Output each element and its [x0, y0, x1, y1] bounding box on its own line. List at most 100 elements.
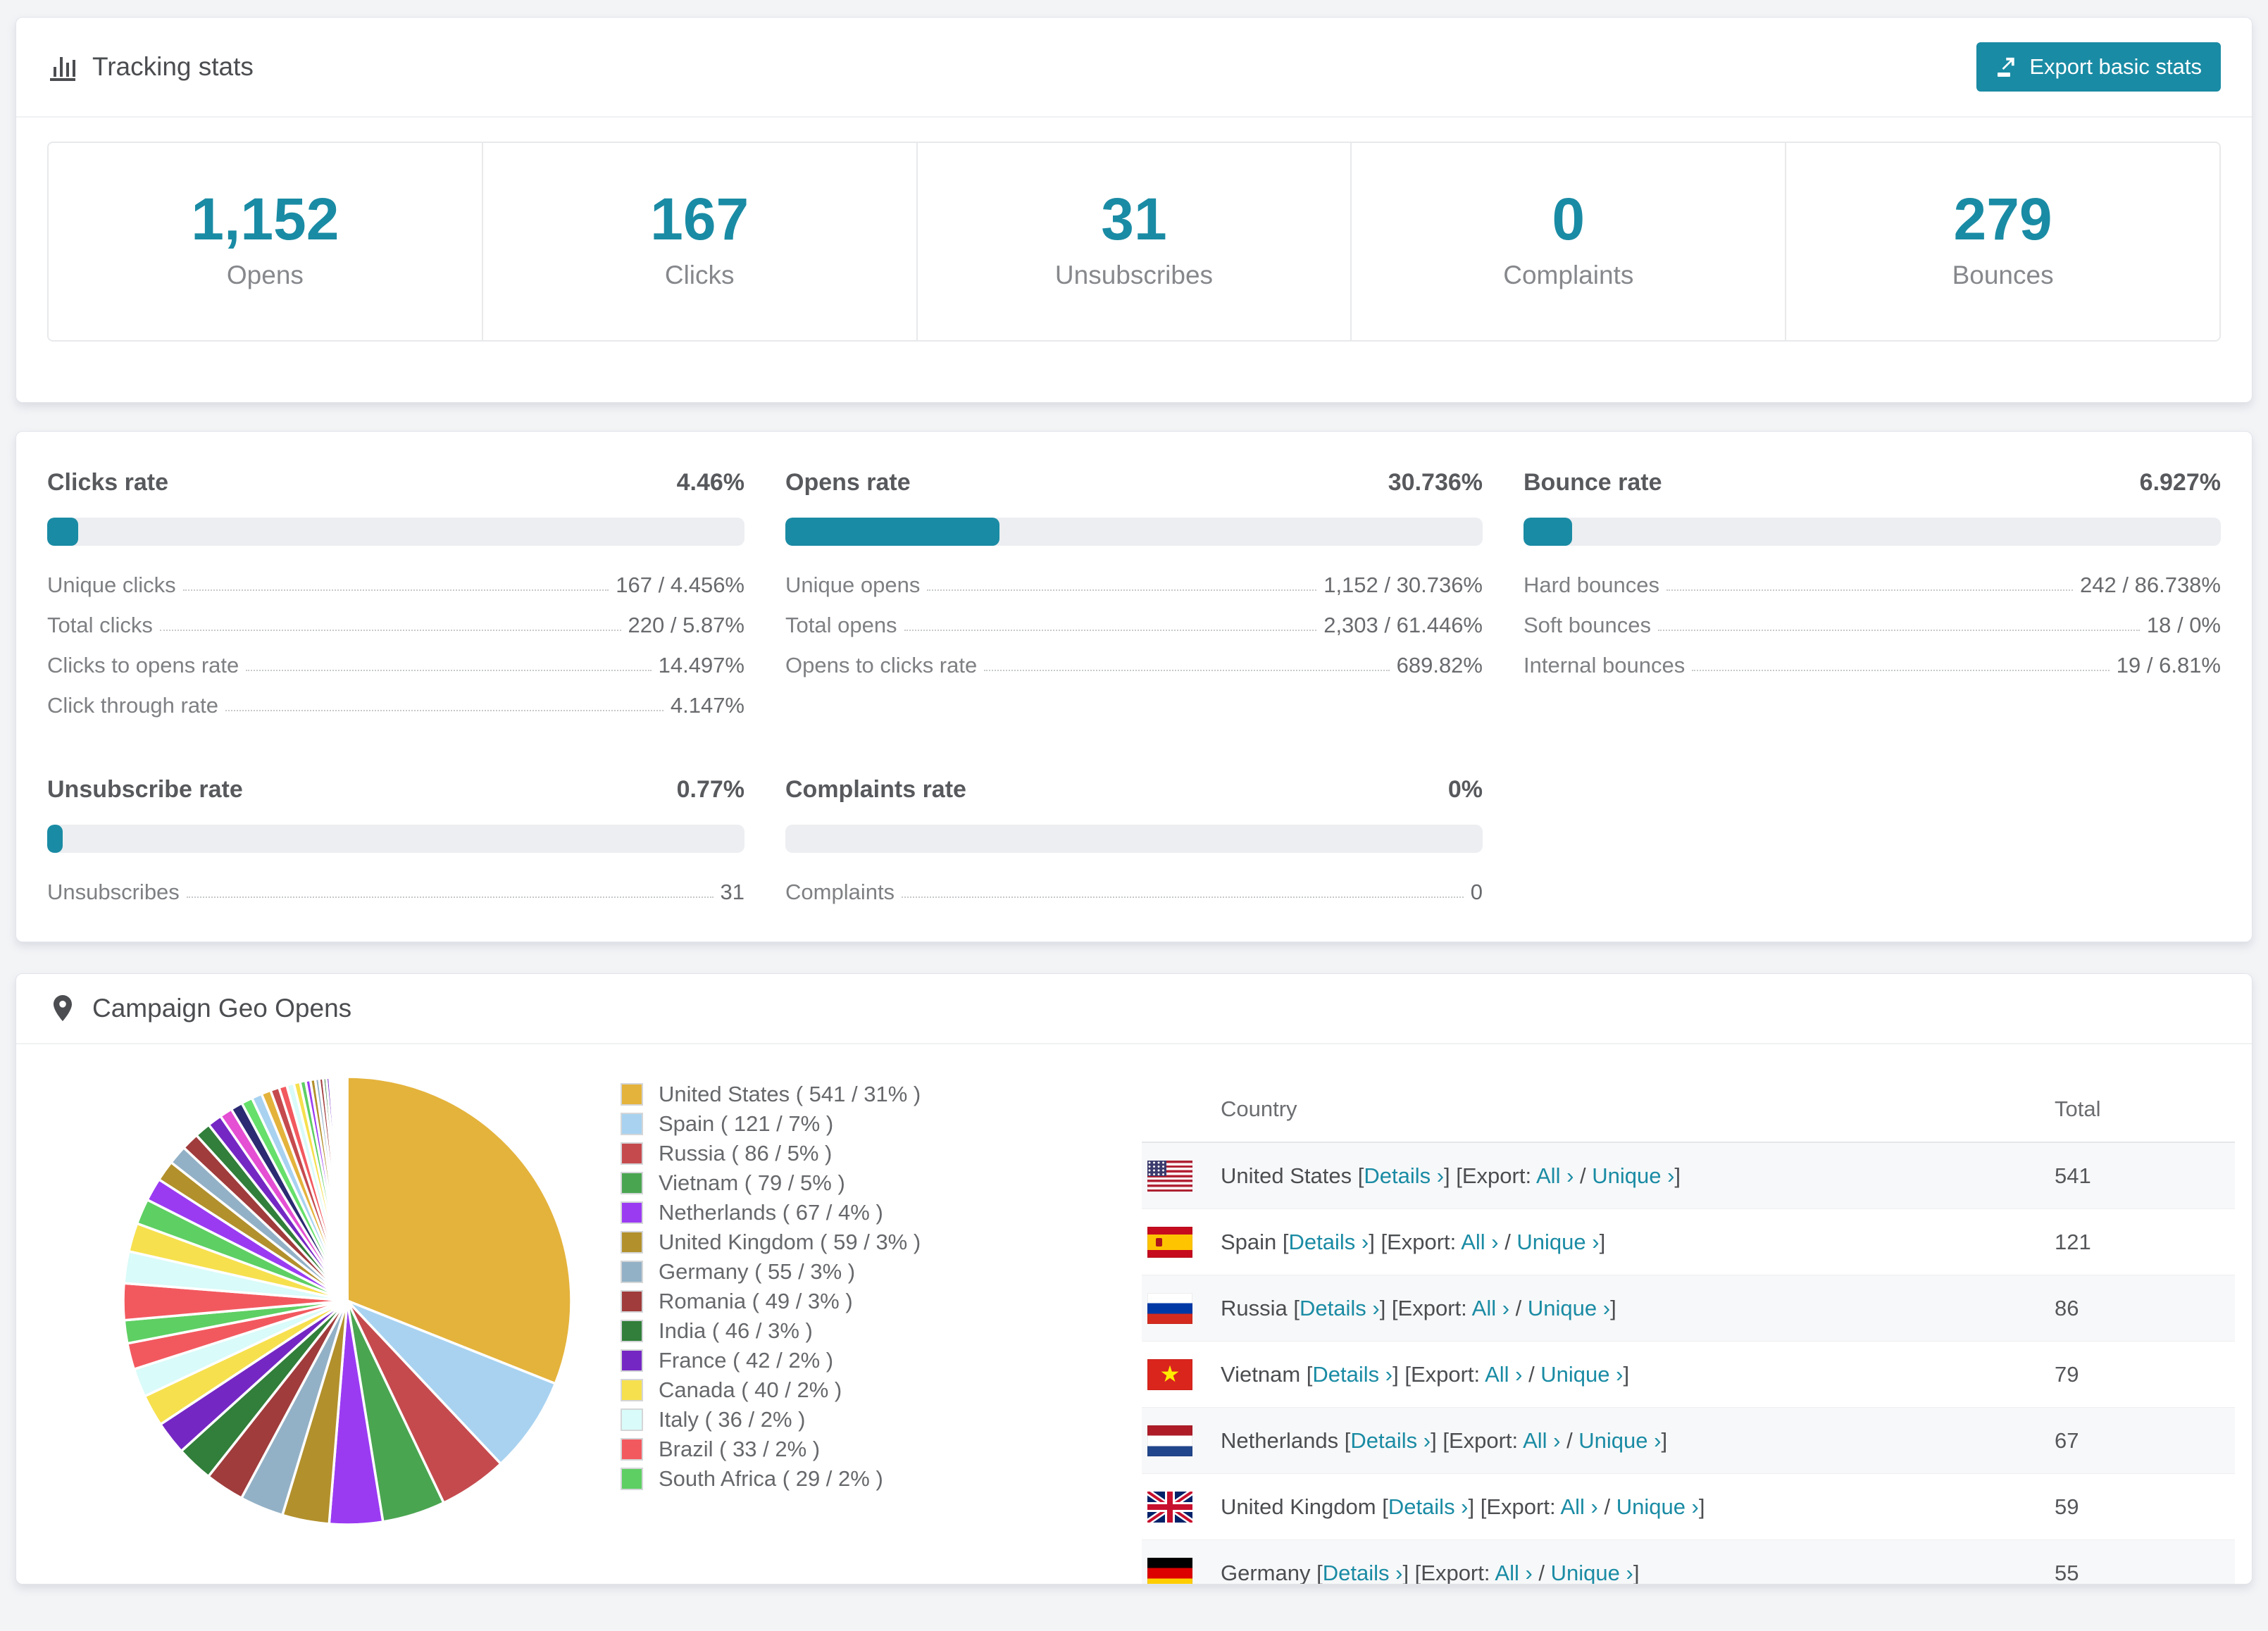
legend-item: Netherlands ( 67 / 4% ) — [621, 1198, 921, 1227]
export-all-link[interactable]: All › — [1461, 1229, 1499, 1254]
legend-swatch — [621, 1379, 643, 1401]
rate-rows: Unique clicks 167 / 4.456% Total clicks 220… — [47, 574, 744, 716]
export-unique-link[interactable]: Unique › — [1516, 1229, 1600, 1254]
metric-label: Unsubscribes — [47, 880, 180, 904]
details-link[interactable]: Details › — [1388, 1494, 1469, 1519]
export-unique-link[interactable]: Unique › — [1592, 1163, 1675, 1188]
progress-bar — [785, 825, 1483, 853]
stat-card-bounces: 279 Bounces — [1786, 143, 2219, 340]
export-icon — [1995, 56, 2018, 78]
country-cell: Vietnam [Details ›] [Export: All › / Uni… — [1221, 1361, 1630, 1387]
progress-fill — [47, 825, 63, 853]
details-link[interactable]: Details › — [1350, 1427, 1431, 1453]
progress-fill — [47, 518, 79, 546]
flag-ru-icon — [1147, 1292, 1192, 1324]
flag-gb-icon — [1147, 1491, 1192, 1523]
tracking-stats-panel: Tracking stats Export basic stats 1,152 O… — [15, 17, 2253, 403]
legend-item: Spain ( 121 / 7% ) — [621, 1109, 921, 1139]
map-pin-icon — [47, 993, 78, 1024]
legend-swatch — [621, 1172, 643, 1194]
details-link[interactable]: Details › — [1288, 1229, 1369, 1254]
legend-swatch — [621, 1142, 643, 1165]
export-all-link[interactable]: All › — [1560, 1494, 1598, 1519]
country-total: 67 — [2055, 1427, 2079, 1453]
rate-rows: Complaints 0 — [785, 881, 1483, 903]
metric-row: Total clicks 220 / 5.87% — [47, 614, 744, 636]
dotted-leader — [225, 710, 663, 711]
legend-label: United Kingdom ( 59 / 3% ) — [659, 1230, 921, 1254]
export-all-link[interactable]: All › — [1536, 1163, 1574, 1188]
progress-bar — [1524, 518, 2221, 546]
details-link[interactable]: Details › — [1300, 1295, 1380, 1320]
flag-vn-icon — [1147, 1358, 1192, 1390]
metric-label: Hard bounces — [1524, 573, 1660, 597]
metric-value: 2,303 / 61.446% — [1323, 613, 1483, 637]
legend-item: Canada ( 40 / 2% ) — [621, 1375, 921, 1405]
export-all-link[interactable]: All › — [1523, 1427, 1561, 1453]
export-basic-stats-button[interactable]: Export basic stats — [1976, 42, 2221, 92]
legend-item: South Africa ( 29 / 2% ) — [621, 1464, 921, 1494]
export-unique-link[interactable]: Unique › — [1616, 1494, 1699, 1519]
progress-fill — [785, 518, 1000, 546]
legend-swatch — [621, 1201, 643, 1224]
country-cell: United Kingdom [Details ›] [Export: All … — [1221, 1494, 1705, 1519]
dotted-leader — [904, 630, 1317, 631]
export-unique-link[interactable]: Unique › — [1578, 1427, 1662, 1453]
rate-value: 0% — [1447, 776, 1483, 803]
geo-body: United States ( 541 / 31% ) Spain ( 121 /… — [16, 1044, 2252, 1584]
rate-title: Clicks rate — [47, 469, 168, 496]
details-link[interactable]: Details › — [1322, 1560, 1403, 1585]
metric-label: Complaints — [785, 880, 895, 904]
geo-table-row: Netherlands [Details ›] [Export: All › /… — [1142, 1408, 2235, 1474]
rate-block: Unsubscribe rate 0.77% Unsubscribes 31 — [47, 775, 744, 921]
country-name: Germany — [1221, 1560, 1317, 1585]
export-all-link[interactable]: All › — [1485, 1361, 1523, 1387]
stat-card-unsubscribes: 31 Unsubscribes — [918, 143, 1352, 340]
legend-item: United States ( 541 / 31% ) — [621, 1080, 921, 1109]
rate-block: Complaints rate 0% Complaints 0 — [785, 775, 1483, 921]
country-cell: Spain [Details ›] [Export: All › / Uniqu… — [1221, 1229, 1606, 1254]
metric-row: Unique clicks 167 / 4.456% — [47, 574, 744, 596]
metric-value: 220 / 5.87% — [628, 613, 744, 637]
rate-title: Complaints rate — [785, 776, 966, 803]
dotted-leader — [182, 589, 609, 591]
rate-head: Complaints rate 0% — [785, 775, 1483, 804]
metric-row: Hard bounces 242 / 86.738% — [1524, 574, 2221, 596]
metric-value: 14.497% — [658, 653, 744, 677]
metric-row: Internal bounces 19 / 6.81% — [1524, 654, 2221, 676]
progress-bar — [47, 825, 744, 853]
export-unique-link[interactable]: Unique › — [1550, 1560, 1633, 1585]
rate-head: Unsubscribe rate 0.77% — [47, 775, 744, 804]
export-all-link[interactable]: All › — [1495, 1560, 1533, 1585]
metric-label: Total opens — [785, 613, 897, 637]
metric-label: Unique clicks — [47, 573, 176, 597]
metric-label: Unique opens — [785, 573, 921, 597]
dotted-leader — [1666, 589, 2074, 591]
metric-row: Clicks to opens rate 14.497% — [47, 654, 744, 676]
legend-label: Italy ( 36 / 2% ) — [659, 1407, 806, 1432]
rate-value: 6.927% — [2139, 469, 2221, 496]
export-unique-link[interactable]: Unique › — [1527, 1295, 1611, 1320]
panel-title: Campaign Geo Opens — [92, 994, 352, 1023]
metric-row: Unique opens 1,152 / 30.736% — [785, 574, 1483, 596]
details-link[interactable]: Details › — [1364, 1163, 1445, 1188]
geo-table-row: Russia [Details ›] [Export: All › / Uniq… — [1142, 1275, 2235, 1342]
metric-value: 1,152 / 30.736% — [1323, 573, 1483, 597]
legend-swatch — [621, 1408, 643, 1431]
rate-rows: Unsubscribes 31 — [47, 881, 744, 903]
geo-table-row: United States [Details ›] [Export: All ›… — [1142, 1143, 2235, 1209]
metric-value: 19 / 6.81% — [2116, 653, 2221, 677]
metric-label: Internal bounces — [1524, 653, 1686, 677]
metric-row: Click through rate 4.147% — [47, 694, 744, 716]
rate-value: 0.77% — [676, 776, 744, 803]
legend-item: United Kingdom ( 59 / 3% ) — [621, 1227, 921, 1257]
export-unique-link[interactable]: Unique › — [1540, 1361, 1624, 1387]
stat-value: 279 — [1953, 186, 2052, 252]
dotted-leader — [159, 630, 621, 631]
metric-value: 4.147% — [670, 693, 744, 718]
summary-strip: 1,152 Opens 167 Clicks 31 Unsubscribes 0 Compla… — [47, 142, 2221, 342]
details-link[interactable]: Details › — [1312, 1361, 1393, 1387]
legend-label: Netherlands ( 67 / 4% ) — [659, 1200, 883, 1225]
rate-rows: Hard bounces 242 / 86.738% Soft bounces 18 … — [1524, 574, 2221, 676]
export-all-link[interactable]: All › — [1471, 1295, 1510, 1320]
